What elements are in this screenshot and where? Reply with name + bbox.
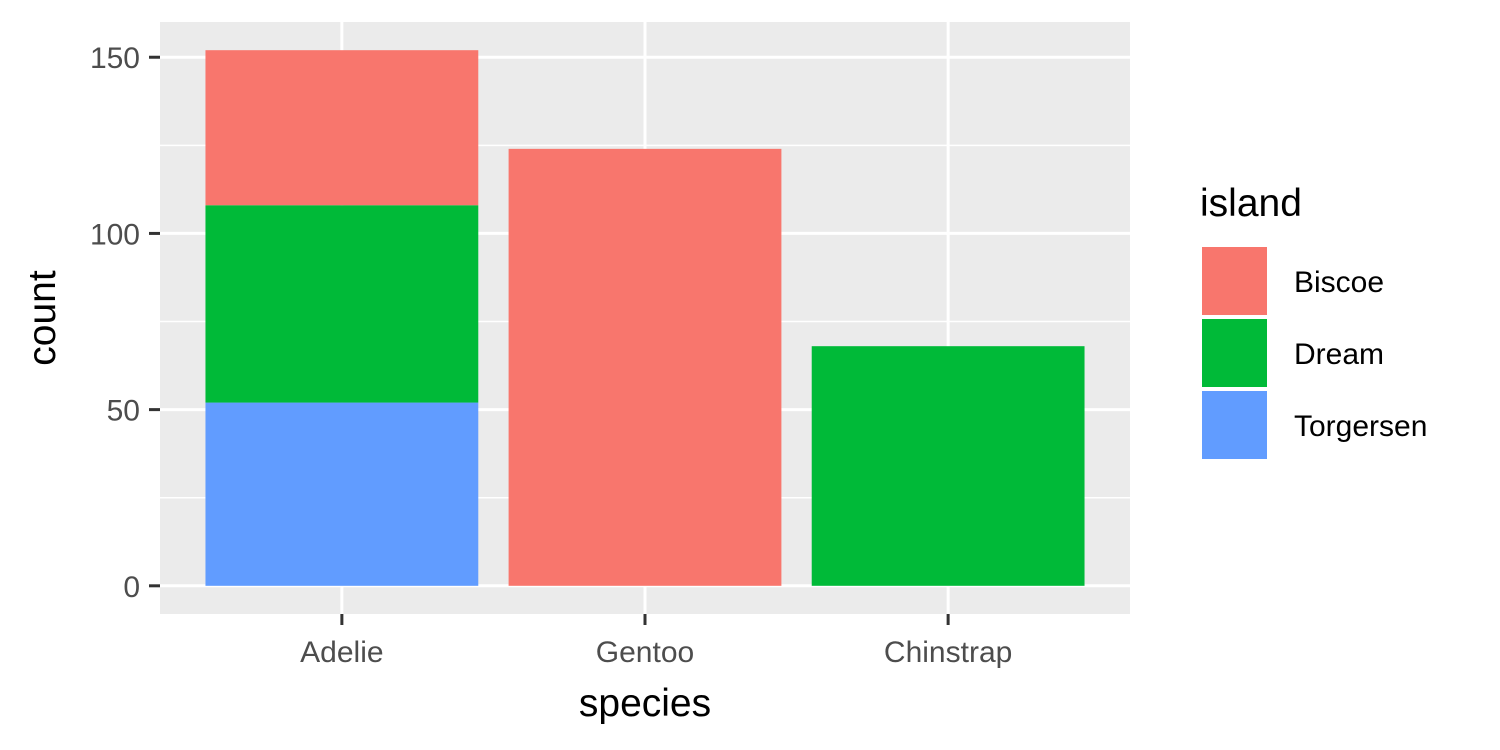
bar-gentoo-biscoe [508, 148, 782, 586]
y-tick-label: 100 [90, 218, 140, 251]
y-axis-title: count [21, 270, 64, 366]
legend-label-dream: Dream [1294, 338, 1384, 371]
y-axis: 0 50 100 150 [90, 42, 160, 604]
legend-label-torgersen: Torgersen [1294, 410, 1427, 443]
legend-title: island [1200, 182, 1302, 225]
legend-key-dream [1202, 319, 1267, 387]
x-tick-label: Chinstrap [884, 636, 1012, 669]
bars [205, 50, 1085, 586]
bar-chinstrap-dream [811, 346, 1085, 586]
y-tick-label: 150 [90, 42, 140, 75]
x-tick-label: Gentoo [596, 636, 694, 669]
x-axis-title: species [579, 682, 711, 725]
legend-key-biscoe [1202, 247, 1267, 315]
bar-adelie-torgersen [205, 402, 479, 586]
legend-key-torgersen [1202, 391, 1267, 459]
legend-label-biscoe: Biscoe [1294, 266, 1384, 299]
x-tick-label: Adelie [300, 636, 383, 669]
y-tick-label: 50 [107, 395, 140, 428]
y-tick-label: 0 [123, 571, 140, 604]
legend: island Biscoe Dream Torgersen [1200, 182, 1427, 461]
x-axis: Adelie Gentoo Chinstrap [300, 614, 1012, 669]
bar-adelie-biscoe [205, 50, 479, 206]
bar-adelie-dream [205, 205, 479, 403]
